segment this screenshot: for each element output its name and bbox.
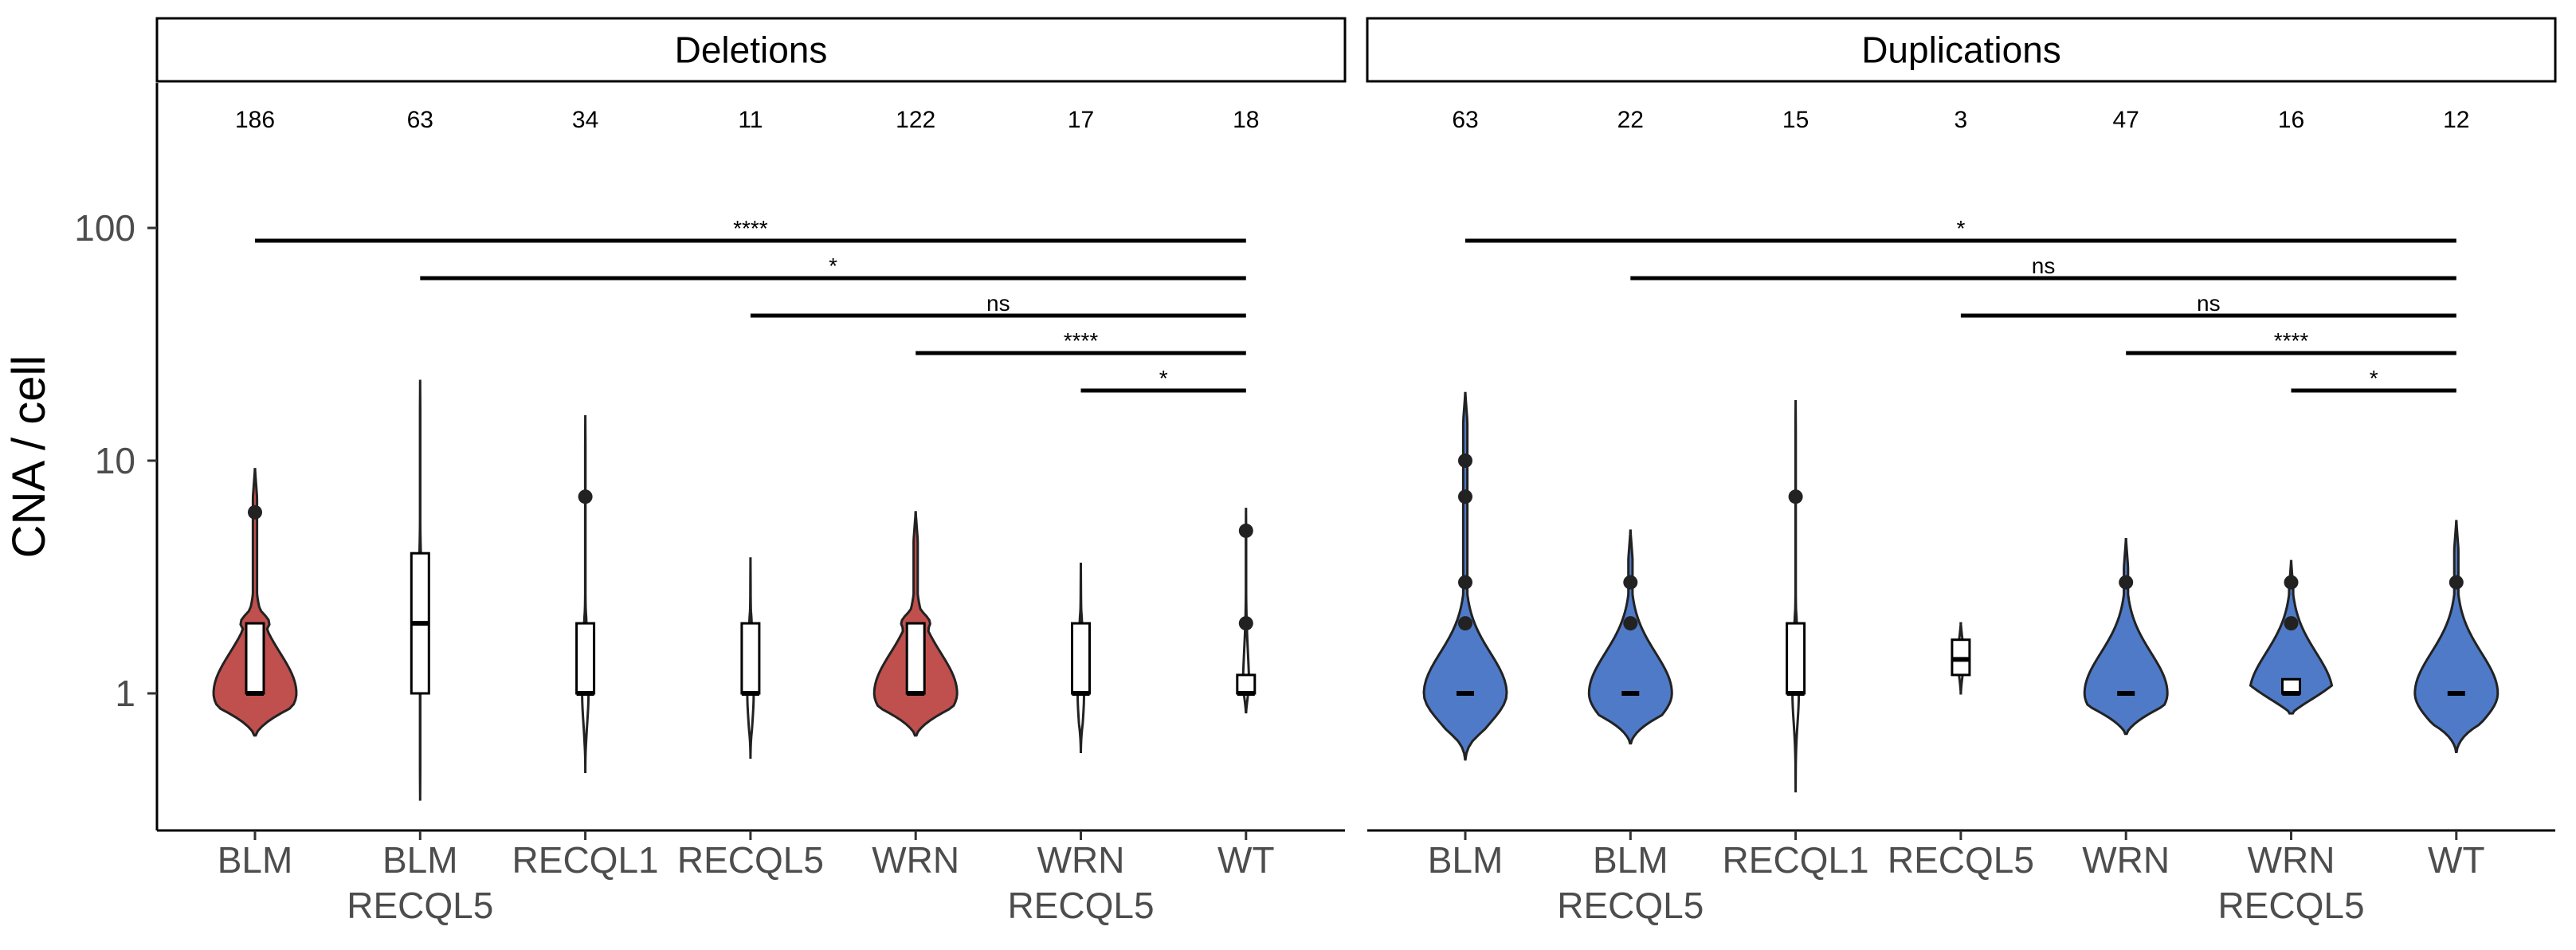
sample-count: 12 xyxy=(2443,107,2469,133)
outlier-point xyxy=(1458,616,1472,631)
sample-count: 22 xyxy=(1617,107,1644,133)
x-tick-label: WT xyxy=(1217,839,1275,881)
box-iqr xyxy=(1786,622,1806,695)
outlier-point xyxy=(1788,489,1803,504)
significance-label: * xyxy=(1159,366,1168,391)
significance-label: * xyxy=(2370,366,2378,391)
x-tick-label: WRN xyxy=(2248,839,2335,881)
significance-label: **** xyxy=(2274,328,2309,353)
x-tick-label: RECQL5 xyxy=(347,885,493,926)
x-tick-label: BLM xyxy=(1428,839,1504,881)
facet-title: Deletions xyxy=(675,29,828,71)
outlier-point xyxy=(2284,575,2299,590)
sample-count: 18 xyxy=(1233,107,1259,133)
box-iqr xyxy=(1071,622,1091,695)
significance-label: ns xyxy=(986,291,1010,316)
y-tick-label: 1 xyxy=(115,673,135,714)
y-tick-label: 100 xyxy=(74,207,135,249)
outlier-point xyxy=(248,504,262,520)
sample-count: 3 xyxy=(1955,107,1968,133)
y-tick-label: 10 xyxy=(95,440,135,481)
sample-count: 63 xyxy=(1452,107,1478,133)
violin-shape xyxy=(2413,520,2500,754)
significance-label: * xyxy=(829,253,837,278)
outlier-point xyxy=(1458,575,1472,590)
y-axis-title: CNA / cell xyxy=(3,355,55,559)
box-iqr xyxy=(740,622,761,695)
outlier-point xyxy=(1238,616,1253,631)
outlier-point xyxy=(2284,616,2299,631)
x-tick-label: RECQL5 xyxy=(677,839,824,881)
x-tick-label: RECQL5 xyxy=(2217,885,2364,926)
facet-strip-1 xyxy=(1366,17,2557,83)
outlier-point xyxy=(2449,575,2464,590)
outlier-point xyxy=(1238,523,1253,538)
x-tick-label: WT xyxy=(2428,839,2485,881)
x-tick-label: WRN xyxy=(2082,839,2170,881)
outlier-point xyxy=(1623,575,1638,590)
sample-count: 15 xyxy=(1782,107,1809,133)
x-tick-label: RECQL5 xyxy=(1007,885,1154,926)
sample-count: 11 xyxy=(738,107,763,133)
outlier-point xyxy=(1458,453,1472,468)
x-tick-label: RECQL1 xyxy=(512,839,659,881)
violin-shape xyxy=(2249,559,2334,715)
outlier-point xyxy=(1623,616,1638,631)
box-iqr xyxy=(245,622,265,695)
x-tick-label: BLM xyxy=(1593,839,1668,881)
sample-count: 122 xyxy=(896,107,935,133)
sample-count: 17 xyxy=(1068,107,1094,133)
box-iqr xyxy=(905,622,926,695)
sample-count: 34 xyxy=(572,107,598,133)
plot-layer: 110100DeletionsBLM186BLMRECQL563RECQL134… xyxy=(74,17,2557,926)
violin-shape xyxy=(1241,508,1251,714)
significance-label: ns xyxy=(2032,253,2056,278)
significance-label: ns xyxy=(2197,291,2221,316)
sample-count: 186 xyxy=(235,107,275,133)
x-tick-label: RECQL5 xyxy=(1888,839,2034,881)
facet-strip-0 xyxy=(155,17,1347,83)
outlier-point xyxy=(1458,489,1472,504)
sample-count: 63 xyxy=(407,107,433,133)
violin-shape xyxy=(2083,537,2169,736)
outlier-point xyxy=(2119,575,2134,590)
x-tick-label: RECQL5 xyxy=(1557,885,1704,926)
box-iqr xyxy=(1236,673,1257,695)
sample-count: 16 xyxy=(2278,107,2304,133)
violin-shape xyxy=(1587,529,1673,745)
outlier-point xyxy=(578,489,593,504)
facet-title: Duplications xyxy=(1861,29,2061,71)
violin-shape xyxy=(212,468,298,737)
significance-label: **** xyxy=(733,216,768,241)
significance-label: **** xyxy=(1064,328,1099,353)
x-tick-label: WRN xyxy=(872,839,959,881)
x-tick-label: RECQL1 xyxy=(1723,839,1869,881)
x-tick-label: WRN xyxy=(1037,839,1125,881)
sample-count: 47 xyxy=(2113,107,2139,133)
x-tick-label: BLM xyxy=(218,839,293,881)
significance-label: * xyxy=(1956,216,1965,241)
box-iqr xyxy=(575,622,596,695)
x-tick-label: BLM xyxy=(382,839,458,881)
